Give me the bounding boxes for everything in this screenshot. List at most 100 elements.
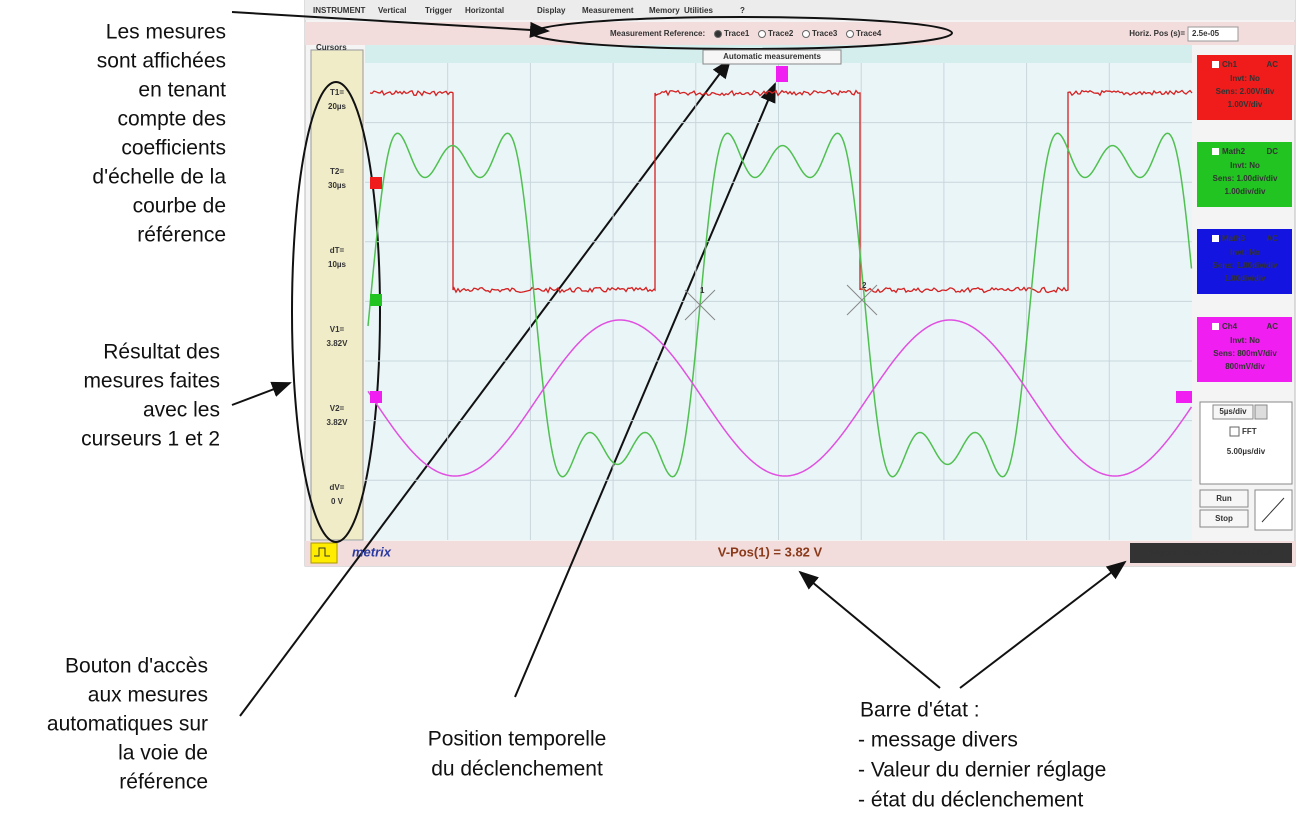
- cursor-panel: [310, 49, 364, 541]
- annotation-text: la voie de: [118, 742, 208, 765]
- menu-item[interactable]: Trigger: [425, 6, 452, 15]
- channel-name: Math3: [1222, 234, 1246, 243]
- cursor-number: 1: [700, 286, 705, 295]
- cursor-label: T2=: [330, 167, 344, 176]
- radio-label: Trace1: [724, 29, 750, 38]
- highlight-ellipse: [291, 81, 381, 543]
- trigger-status: Trigger : Edge / Ch4 / Auto / Run: [1150, 548, 1272, 557]
- channel-marker: [370, 391, 382, 403]
- annotation-text: référence: [137, 224, 226, 247]
- radio-label: Trace3: [812, 29, 838, 38]
- arrow: [231, 381, 292, 406]
- status-message: V-Pos(1) = 3.82 V: [718, 544, 823, 559]
- logo-glyph: [314, 547, 330, 557]
- menu-item[interactable]: Display: [537, 6, 566, 15]
- channel-checkbox[interactable]: [1212, 148, 1219, 155]
- channel-sens: Sens: 2.00V/div: [1216, 87, 1275, 96]
- edge-icon: [1261, 497, 1285, 523]
- radio-label: Trace2: [768, 29, 794, 38]
- menu-item[interactable]: Vertical: [378, 6, 406, 15]
- annotation-text: Position temporelle: [428, 728, 607, 751]
- channel-sens: Sens: 800mV/div: [1213, 349, 1277, 358]
- menu-item[interactable]: Measurement: [582, 6, 634, 15]
- horiz-pos-value: 2.5e-05: [1192, 29, 1220, 38]
- channel-invert: Invt: No: [1230, 161, 1260, 170]
- select-arrow[interactable]: [1254, 404, 1268, 420]
- annotation-text: curseurs 1 et 2: [81, 428, 220, 451]
- arrow: [798, 570, 941, 689]
- control-button-label: Run: [1216, 494, 1232, 503]
- control-button-label: Stop: [1215, 514, 1233, 523]
- logo-icon: [310, 542, 338, 564]
- channel-marker: [1176, 391, 1192, 403]
- arrow: [514, 82, 776, 698]
- channel-scale: 800mV/div: [1225, 362, 1265, 371]
- menu-bar: [305, 0, 1295, 20]
- menu-item[interactable]: Horizontal: [465, 6, 504, 15]
- channel-coupling: AC: [1266, 60, 1278, 69]
- radio[interactable]: [846, 30, 854, 38]
- control-button[interactable]: [1199, 489, 1249, 508]
- cursor-cross: [846, 284, 878, 316]
- menu-item[interactable]: Utilities: [684, 6, 713, 15]
- auto-measurements-button[interactable]: [702, 49, 842, 65]
- annotation-text: Les mesures: [106, 21, 226, 44]
- horiz-pos-field[interactable]: [1187, 26, 1239, 42]
- annotation-text: compte des: [117, 108, 226, 131]
- cursor-value: 10µs: [328, 260, 347, 269]
- channel-name: Ch4: [1222, 322, 1238, 331]
- annotation-text: d'échelle de la: [92, 166, 226, 189]
- channel-marker: [370, 294, 382, 306]
- channel-coupling: AC: [1266, 234, 1278, 243]
- channel-scale: 1.00V/div: [1228, 100, 1263, 109]
- annotation-text: du déclenchement: [431, 758, 603, 781]
- channel-scale: 1.00div/div: [1225, 187, 1266, 196]
- channel-invert: Invt: No: [1230, 336, 1260, 345]
- radio[interactable]: [714, 30, 722, 38]
- trigger-marker: [776, 66, 788, 82]
- channel-checkbox[interactable]: [1212, 235, 1219, 242]
- annotation-text: sont affichées: [97, 50, 226, 73]
- channel-coupling: DC: [1266, 147, 1278, 156]
- radio[interactable]: [802, 30, 810, 38]
- cursor-value: 0 V: [331, 497, 344, 506]
- annotation-text: courbe de: [133, 195, 226, 218]
- cursor-panel-title: Cursors: [316, 43, 347, 52]
- cursor-label: V1=: [330, 325, 345, 334]
- annotation-text: - Valeur du dernier réglage: [858, 759, 1106, 782]
- timebase-value: 5.00µs/div: [1227, 447, 1266, 456]
- annotation-text: Bouton d'accès: [65, 655, 208, 678]
- arrow: [231, 11, 550, 38]
- annotation-text: aux mesures: [88, 684, 208, 707]
- fft-checkbox[interactable]: [1229, 426, 1240, 437]
- cursor-label: V2=: [330, 404, 345, 413]
- menu-item[interactable]: INSTRUMENT: [313, 6, 366, 15]
- annotation-text: - message divers: [858, 729, 1018, 752]
- cursor-value: 30µs: [328, 181, 347, 190]
- waveform-ch4: [367, 319, 1193, 477]
- arrow: [239, 58, 732, 717]
- horiz-pos-label: Horiz. Pos (s)=: [1129, 29, 1185, 38]
- menu-item[interactable]: ?: [740, 6, 745, 15]
- arrow: [959, 560, 1127, 689]
- control-button[interactable]: [1199, 509, 1249, 528]
- waveform-ch1: [369, 89, 1193, 294]
- radio[interactable]: [758, 30, 766, 38]
- timebase-select[interactable]: [1212, 404, 1254, 420]
- brand-logo: metrix: [352, 544, 392, 559]
- channel-invert: Invt: No: [1230, 74, 1260, 83]
- menu-item[interactable]: Memory: [649, 6, 680, 15]
- channel-scale: 1.00div/div: [1225, 274, 1266, 283]
- cursor-cross: [684, 289, 716, 321]
- cursor-value: 3.82V: [327, 339, 349, 348]
- cursor-label: T1=: [330, 88, 344, 97]
- auto-measurements-label: Automatic measurements: [723, 52, 821, 61]
- channel-coupling: AC: [1266, 322, 1278, 331]
- annotation-text: Résultat des: [103, 341, 220, 364]
- radio-label: Trace4: [856, 29, 882, 38]
- annotation-text: référence: [119, 771, 208, 794]
- channel-checkbox[interactable]: [1212, 323, 1219, 330]
- channel-checkbox[interactable]: [1212, 61, 1219, 68]
- fft-label: FFT: [1242, 427, 1257, 436]
- waveform-math2: [367, 132, 1193, 478]
